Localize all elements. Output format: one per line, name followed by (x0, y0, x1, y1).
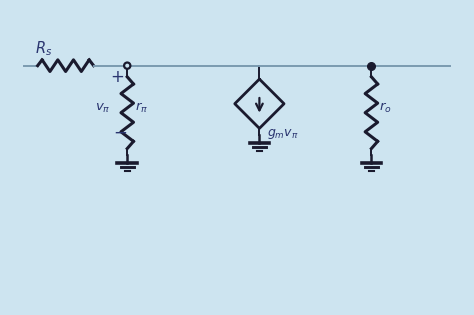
Text: $r_o$: $r_o$ (380, 100, 392, 115)
Text: −: − (113, 123, 127, 141)
Text: +: + (110, 68, 124, 86)
Text: $g_m v_{\pi}$: $g_m v_{\pi}$ (267, 127, 299, 141)
Text: $v_{\pi}$: $v_{\pi}$ (95, 101, 110, 115)
Text: $R_s$: $R_s$ (36, 39, 53, 58)
Circle shape (124, 62, 130, 69)
Text: $r_{\pi}$: $r_{\pi}$ (135, 100, 148, 115)
